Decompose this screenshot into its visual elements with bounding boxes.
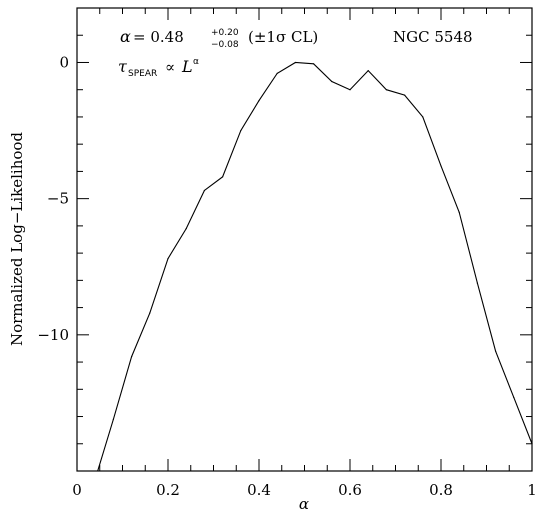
y-tick-label: −5 xyxy=(47,190,69,208)
data-point xyxy=(185,228,187,230)
series-points xyxy=(112,61,533,445)
data-point xyxy=(349,89,351,91)
annotation-fit-cl: (±1σ CL) xyxy=(248,28,318,46)
x-axis-label: α xyxy=(299,495,309,512)
data-point xyxy=(458,211,460,213)
data-point xyxy=(203,189,205,192)
data-point xyxy=(476,282,478,284)
data-point xyxy=(276,72,278,74)
data-point xyxy=(367,70,369,72)
y-tick-label: −10 xyxy=(37,326,69,344)
annotation-relation-sub: SPEAR xyxy=(128,69,157,79)
data-point xyxy=(167,257,169,260)
annotation-fit-sub: −0.08 xyxy=(211,40,239,50)
data-point xyxy=(385,89,387,91)
annotation-object-name: NGC 5548 xyxy=(393,28,473,46)
data-point xyxy=(112,418,114,420)
data-point xyxy=(531,443,533,445)
y-axis-label: Normalized Log−Likelihood xyxy=(8,132,26,346)
data-point xyxy=(294,61,296,64)
x-tick-label: 0.8 xyxy=(429,481,453,499)
y-axis-ticks: 0 −5 −10 xyxy=(37,7,532,472)
x-tick-label: 0.4 xyxy=(247,481,271,499)
data-point xyxy=(440,165,442,167)
annotation-relation-prop: ∝ xyxy=(165,58,175,76)
annotation-relation-exp: α xyxy=(193,57,199,67)
annotation-relation-l: L xyxy=(181,57,193,76)
x-tick-label: 1 xyxy=(527,481,535,499)
annotation-fit-sup: +0.20 xyxy=(211,28,239,38)
x-tick-label: 0.2 xyxy=(156,481,180,499)
data-point xyxy=(404,94,406,96)
data-point xyxy=(131,356,133,358)
data-point xyxy=(495,350,497,352)
annotation-fit-symbol: α xyxy=(120,27,131,46)
data-point xyxy=(331,80,333,83)
data-point xyxy=(258,100,260,102)
x-tick-label: 0 xyxy=(72,481,82,499)
series-line-log-likelihood xyxy=(97,61,532,471)
data-point xyxy=(149,312,151,314)
data-point xyxy=(240,129,242,132)
x-axis-ticks: 0 0.2 0.4 0.6 0.8 1 xyxy=(72,8,535,499)
data-point xyxy=(313,63,315,65)
data-point xyxy=(513,396,515,399)
annotation-relation-tau: τ xyxy=(118,57,128,76)
annotation-fit-value: = 0.48 xyxy=(133,28,184,46)
y-tick-label: 0 xyxy=(59,53,69,71)
data-point xyxy=(422,116,424,118)
x-tick-label: 0.6 xyxy=(338,481,362,499)
data-point xyxy=(222,176,224,178)
